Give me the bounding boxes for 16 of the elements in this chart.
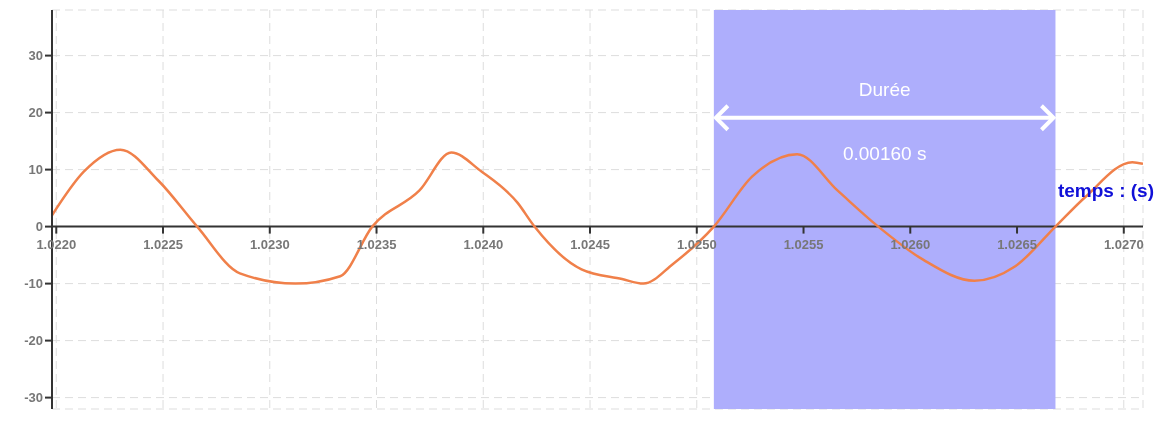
y-tick-label: 30 <box>28 48 43 64</box>
y-tick-label: -10 <box>24 276 43 292</box>
x-tick-label: 1.0265 <box>997 236 1037 252</box>
x-tick-label: 1.0230 <box>249 236 290 252</box>
y-tick-label: -30 <box>24 390 43 406</box>
x-tick-label: 1.0245 <box>570 236 610 252</box>
annotation: 0.00160 s <box>842 142 927 164</box>
y-tick-label: 20 <box>28 105 43 121</box>
y-tick-label: 0 <box>35 219 43 235</box>
x-tick-label: 1.0225 <box>143 236 183 252</box>
x-tick-label: 1.0270 <box>1103 236 1144 252</box>
x-tick-label: 1.0240 <box>463 236 504 252</box>
y-tick-label: -20 <box>24 333 43 349</box>
y-tick-label: 10 <box>28 162 43 178</box>
x-tick-label: 1.0255 <box>783 236 824 252</box>
band-label: Durée <box>858 78 911 100</box>
